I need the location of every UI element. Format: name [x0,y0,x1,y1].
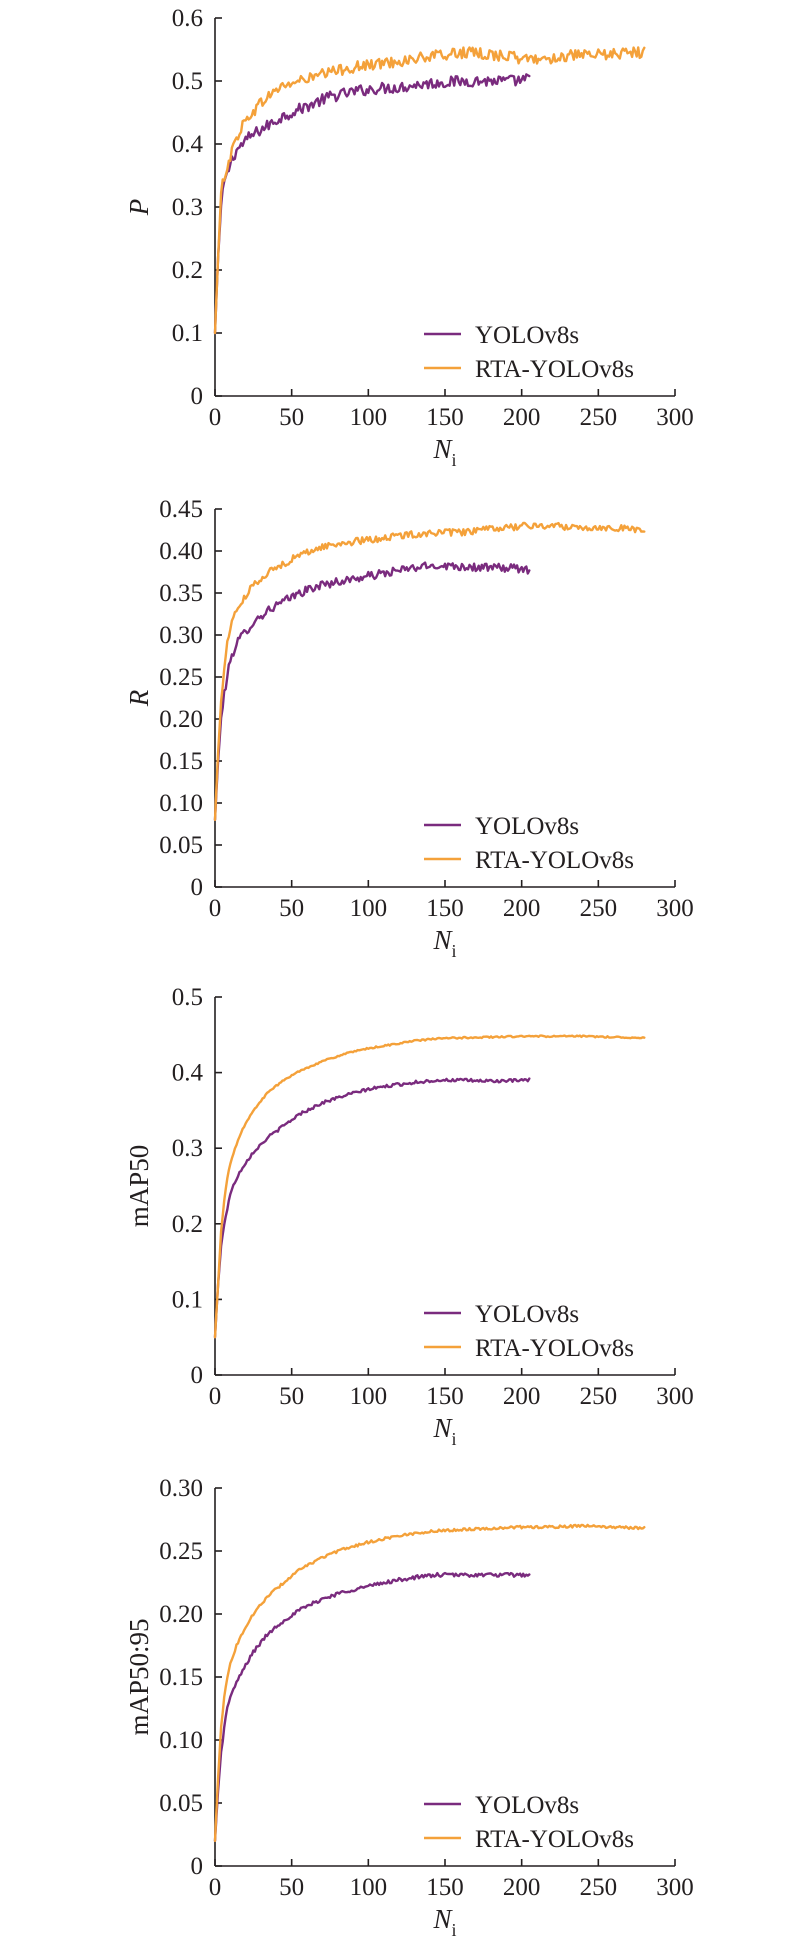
y-tick-label: 0 [191,1362,204,1389]
series-line-yolov8s [213,1077,531,1339]
x-tick-label: 150 [426,1874,464,1901]
y-tick-label: 0.2 [172,257,203,284]
x-axis-title: Ni [432,1413,456,1449]
y-tick-label: 0 [191,383,204,410]
x-tick-label: 300 [656,1383,694,1410]
chart-panel-1: 0 50 100 150 200 250 300 0 0.1 0.2 0.3 0.4 0.5 0.6 P Ni… [124,5,694,470]
legend-label: YOLOv8s [475,1792,579,1819]
y-axis-title: P [124,199,154,217]
x-tick-label: 200 [503,1874,541,1901]
series-line-yolov8s [213,1571,531,1842]
x-axis-title-main: N [432,925,453,955]
y-tick-label: 0.30 [159,622,203,649]
y-tick-label: 0.5 [172,984,203,1011]
y-tick-label: 0.3 [172,194,203,221]
x-tick-label: 0 [209,895,222,922]
x-tick-label: 100 [350,1383,388,1410]
chart-panel-2: 0 50 100 150 200 250 300 0 0.05 0.10 0.15 0.20 0.25 0… [124,496,694,961]
series-line-rta-yolov8s [213,46,646,335]
x-tick-label: 0 [209,1874,222,1901]
x-tick-label: 300 [656,404,694,431]
y-tick-label: 0.05 [159,832,203,859]
x-axis-title: Ni [432,434,456,470]
x-axis-title-subscript: i [452,1920,457,1940]
x-axis-title-main: N [432,434,453,464]
y-tick-label: 0.25 [159,1538,203,1565]
x-axis-title: Ni [432,1904,456,1940]
legend-label: YOLOv8s [475,322,579,349]
x-tick-label: 0 [209,404,222,431]
x-axis-title-subscript: i [452,450,457,470]
x-axis-title-subscript: i [452,1429,457,1449]
chart-panel-3: 0 50 100 150 200 250 300 0 0.1 0.2 0.3 0.4 0.5 mAP50 N… [124,984,694,1449]
x-axis-title: Ni [432,925,456,961]
y-tick-label: 0.05 [159,1790,203,1817]
y-tick-label: 0.10 [159,1727,203,1754]
x-axis-title-subscript: i [452,941,457,961]
y-tick-label: 0.4 [172,131,204,158]
y-tick-label: 0.4 [172,1060,204,1087]
x-tick-label: 300 [656,1874,694,1901]
x-tick-label: 250 [580,1383,618,1410]
x-tick-label: 250 [580,1874,618,1901]
legend-label: RTA-YOLOv8s [475,1335,634,1362]
x-tick-label: 100 [350,895,388,922]
y-tick-label: 0.5 [172,68,203,95]
x-tick-label: 50 [279,895,304,922]
x-tick-label: 150 [426,404,464,431]
x-tick-label: 150 [426,1383,464,1410]
x-tick-label: 50 [279,404,304,431]
y-tick-label: 0.6 [172,5,203,32]
x-tick-label: 100 [350,404,388,431]
x-tick-label: 250 [580,404,618,431]
y-tick-label: 0.35 [159,580,203,607]
x-tick-label: 200 [503,1383,541,1410]
y-axis-title: mAP50:95 [124,1618,154,1735]
series-line-rta-yolov8s [213,1034,646,1339]
y-axis-title: mAP50 [124,1145,154,1228]
x-tick-label: 250 [580,895,618,922]
y-tick-label: 0.2 [172,1211,203,1238]
legend-label: RTA-YOLOv8s [475,356,634,383]
x-tick-label: 150 [426,895,464,922]
legend-label: RTA-YOLOv8s [475,1826,634,1853]
y-tick-label: 0.25 [159,664,203,691]
series-line-yolov8s [213,73,531,335]
y-tick-label: 0.45 [159,496,203,523]
x-tick-label: 50 [279,1383,304,1410]
y-tick-label: 0.3 [172,1135,203,1162]
y-tick-label: 0.20 [159,706,203,733]
legend-label: YOLOv8s [475,813,579,840]
y-tick-label: 0.15 [159,1664,203,1691]
x-axis-title-main: N [432,1904,453,1934]
x-tick-label: 50 [279,1874,304,1901]
y-tick-label: 0.15 [159,748,203,775]
series-line-rta-yolov8s [213,521,646,821]
series-line-yolov8s [213,561,531,821]
chart-panel-4: 0 50 100 150 200 250 300 0 0.05 0.10 0.15 0.20 0.25 0… [124,1475,694,1940]
legend-label: YOLOv8s [475,1301,579,1328]
x-tick-label: 0 [209,1383,222,1410]
series-line-rta-yolov8s [213,1523,646,1842]
x-tick-label: 300 [656,895,694,922]
y-tick-label: 0.20 [159,1601,203,1628]
legend-label: RTA-YOLOv8s [475,847,634,874]
y-tick-label: 0 [191,1853,204,1880]
y-tick-label: 0.30 [159,1475,203,1502]
y-tick-label: 0.1 [172,320,203,347]
y-tick-label: 0.10 [159,790,203,817]
x-tick-label: 100 [350,1874,388,1901]
x-tick-label: 200 [503,404,541,431]
y-tick-label: 0.1 [172,1286,203,1313]
y-axis-title: R [124,689,154,707]
x-tick-label: 200 [503,895,541,922]
y-tick-label: 0 [191,874,204,901]
y-tick-label: 0.40 [159,538,203,565]
x-axis-title-main: N [432,1413,453,1443]
